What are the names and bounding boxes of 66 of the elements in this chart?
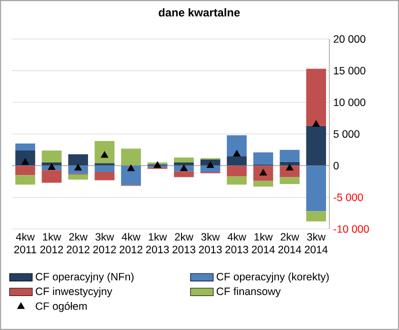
x-tick-label: 2kw 2014 [278, 232, 302, 254]
y-tick-label: 20 000 [334, 35, 366, 43]
bar [15, 166, 36, 176]
legend-label: CF operacyjny (NFn) [36, 272, 134, 283]
point [21, 158, 29, 165]
bar [174, 162, 194, 166]
point [206, 161, 214, 168]
bar [253, 180, 274, 187]
chart-title: dane kwartalne [158, 8, 240, 17]
bar [94, 163, 114, 166]
x-tick-label: 4kw 2011 [14, 232, 36, 254]
bar [226, 166, 247, 176]
x-tick-label: 3kw 2014 [304, 232, 328, 254]
x-tick-label: 4kw 2012 [120, 232, 142, 254]
bar [280, 150, 300, 162]
point [286, 164, 294, 170]
bar [306, 166, 326, 212]
bar [226, 135, 247, 156]
bar [226, 156, 247, 166]
x-tick-label: 2kw 2013 [172, 232, 196, 254]
point [259, 169, 267, 176]
point [312, 120, 320, 127]
bar [280, 177, 300, 184]
bar [174, 171, 194, 178]
point [127, 164, 135, 172]
y-tick-label: 15 000 [334, 66, 366, 74]
x-tick-label: 1kw 2014 [252, 232, 275, 254]
point [233, 150, 241, 157]
y-tick-label: -10 000 [334, 225, 369, 233]
bar [42, 150, 62, 163]
bar [253, 152, 274, 164]
bar [42, 170, 62, 183]
legend-label: CF inwestycyjny [36, 287, 112, 298]
y-tick-label: 10 000 [334, 98, 366, 106]
x-tick-label: 3kw 2012 [93, 232, 116, 254]
x-tick-label: 1kw 2012 [40, 232, 63, 254]
y-tick-label: 0 [334, 162, 339, 170]
point [180, 164, 188, 172]
bar [68, 174, 88, 180]
legend-label: CF operacyjny (korekty) [216, 272, 329, 283]
bar [94, 166, 114, 172]
point [100, 151, 108, 158]
bar [121, 166, 141, 186]
legend-label: CF finansowy [216, 287, 281, 298]
legend-label: CF ogółem [36, 302, 87, 312]
bar [15, 144, 36, 150]
point [48, 163, 56, 170]
bar [174, 157, 194, 163]
y-tick-label: 5 000 [334, 130, 360, 138]
x-tick-label: 1kw 2013 [146, 232, 169, 254]
x-tick-label: 2kw 2012 [66, 232, 90, 254]
bar [15, 175, 36, 185]
x-tick-label: 3kw 2013 [199, 232, 222, 254]
bar [94, 140, 114, 164]
bar [306, 211, 326, 222]
point [74, 164, 82, 170]
bar [253, 166, 274, 181]
bar [68, 154, 88, 166]
bar [121, 148, 141, 166]
point [154, 161, 162, 168]
bar [306, 126, 326, 166]
bar [306, 68, 326, 126]
bar [226, 176, 247, 185]
y-tick-label: -5 000 [334, 194, 363, 202]
x-tick-label: 4kw 2013 [225, 232, 248, 254]
bar [94, 172, 114, 180]
